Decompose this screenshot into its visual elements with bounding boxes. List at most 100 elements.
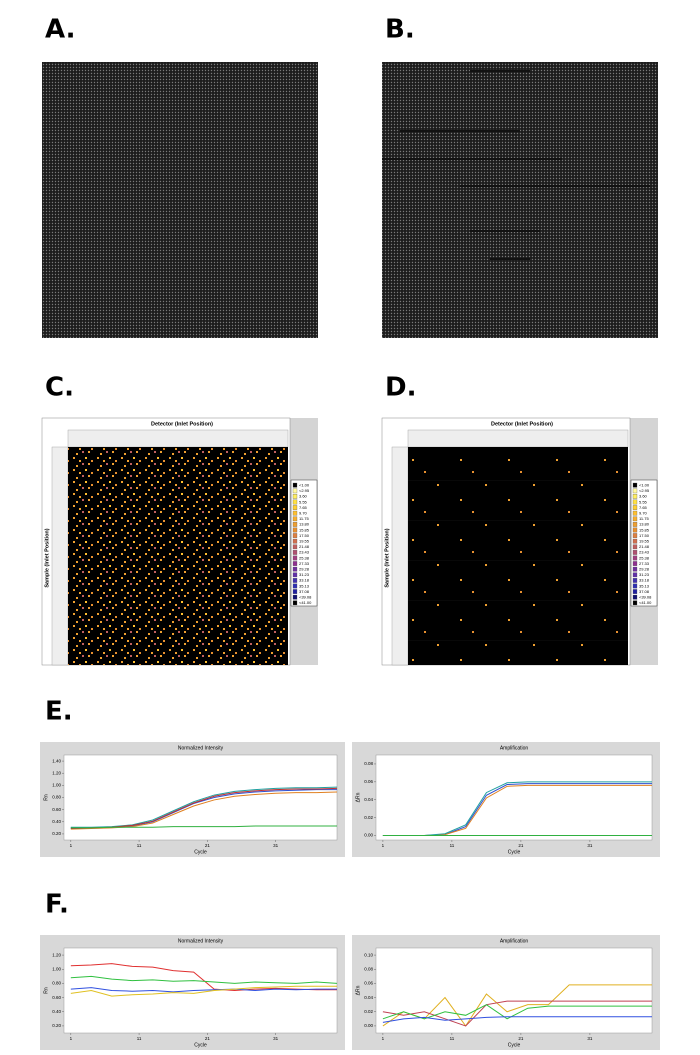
legend-label: 35.13 bbox=[299, 583, 310, 588]
legend-label: 21.48 bbox=[299, 544, 310, 549]
legend-label: 15.85 bbox=[639, 527, 650, 532]
legend-label: 29.28 bbox=[639, 566, 650, 571]
y-tick-label: 0.06 bbox=[364, 779, 373, 784]
x-axis-label: Cycle bbox=[508, 1042, 521, 1048]
x-tick-label: 11 bbox=[137, 1036, 142, 1041]
legend-label: 7.65 bbox=[299, 505, 308, 510]
x-tick-label: 31 bbox=[587, 1036, 593, 1041]
legend-label: 3.60 bbox=[639, 494, 648, 499]
y-tick-label: 0.60 bbox=[52, 995, 61, 1000]
panel-label: D. bbox=[385, 373, 416, 403]
legend-swatch bbox=[292, 555, 298, 561]
legend-swatch bbox=[292, 494, 298, 499]
legend-swatch bbox=[292, 583, 298, 589]
y-tick-label: 0.04 bbox=[364, 995, 373, 1000]
x-tick-label: 31 bbox=[273, 843, 279, 848]
plot-area bbox=[375, 754, 653, 841]
legend-label: 37.08 bbox=[639, 589, 650, 594]
legend-label: 23.43 bbox=[639, 550, 650, 555]
panel-label: E. bbox=[45, 697, 73, 727]
legend-label: 13.80 bbox=[299, 522, 310, 527]
legend-label: <41.00 bbox=[299, 600, 312, 605]
legend-swatch bbox=[292, 538, 298, 544]
plot-area bbox=[375, 947, 653, 1034]
legend-swatch bbox=[292, 600, 298, 606]
legend-label: 11.75 bbox=[639, 516, 649, 521]
legend-swatch bbox=[632, 527, 638, 533]
legend-label: <2.95 bbox=[299, 488, 310, 493]
legend-swatch bbox=[632, 566, 638, 572]
x-tick-label: 11 bbox=[137, 843, 142, 848]
chart-title: Normalized Intensity bbox=[178, 938, 224, 944]
legend-label: 37.08 bbox=[299, 589, 310, 594]
legend-label: 33.18 bbox=[299, 578, 310, 583]
legend-swatch bbox=[292, 522, 298, 527]
legend-swatch bbox=[292, 544, 298, 550]
legend-swatch bbox=[632, 533, 638, 538]
series-line bbox=[70, 987, 337, 993]
legend-swatch bbox=[632, 589, 638, 594]
array-image bbox=[42, 62, 318, 338]
y-tick-label: 0.02 bbox=[364, 1009, 373, 1014]
legend-label: 27.33 bbox=[639, 561, 650, 566]
y-tick-label: 0.10 bbox=[364, 952, 373, 957]
chart-title: Amplification bbox=[500, 938, 529, 944]
y-tick-label: 0.00 bbox=[364, 833, 373, 838]
y-tick-label: 0.40 bbox=[52, 819, 61, 824]
array-streaks bbox=[382, 70, 650, 260]
y-tick-label: 0.20 bbox=[52, 1023, 61, 1028]
legend-swatch bbox=[292, 488, 298, 494]
row-header bbox=[391, 446, 409, 666]
legend-label: 3.60 bbox=[299, 494, 308, 499]
legend-swatch bbox=[292, 561, 298, 566]
legend-label: 9.70 bbox=[299, 510, 308, 515]
x-tick-label: 11 bbox=[450, 1036, 455, 1041]
legend-label: <39.08 bbox=[299, 594, 312, 599]
x-axis-label: Cycle bbox=[508, 849, 521, 855]
column-header bbox=[67, 429, 289, 448]
series-line bbox=[70, 825, 337, 829]
legend-swatch bbox=[632, 538, 638, 544]
heatmap-y-title: Sample (Inlet Position) bbox=[44, 528, 50, 587]
y-tick-label: 1.20 bbox=[52, 952, 61, 957]
chart-title: Normalized Intensity bbox=[178, 745, 224, 751]
heatmap-cells bbox=[68, 447, 288, 665]
panel-label: A. bbox=[45, 15, 75, 45]
y-tick-label: 0.08 bbox=[364, 761, 373, 766]
heatmap-x-title: Detector (Inlet Position) bbox=[491, 421, 553, 427]
x-tick-label: 1 bbox=[70, 1036, 73, 1041]
legend-label: <2.95 bbox=[639, 488, 650, 493]
legend-swatch bbox=[632, 544, 638, 550]
x-axis-label: Cycle bbox=[194, 849, 207, 855]
legend-label: <39.08 bbox=[639, 594, 652, 599]
legend-label: 15.85 bbox=[299, 527, 310, 532]
legend-label: 27.33 bbox=[299, 561, 310, 566]
column-header bbox=[407, 429, 629, 448]
legend-label: <1.00 bbox=[299, 482, 310, 487]
legend-label: 17.50 bbox=[639, 533, 650, 538]
x-tick-label: 11 bbox=[450, 843, 455, 848]
y-tick-label: 0.60 bbox=[52, 807, 61, 812]
legend-swatch bbox=[632, 499, 638, 505]
legend-swatch bbox=[292, 499, 298, 505]
y-tick-label: 0.40 bbox=[52, 1009, 61, 1014]
legend-label: 31.23 bbox=[639, 572, 650, 577]
chart-title: Amplification bbox=[500, 745, 529, 751]
y-axis-label: Rn bbox=[43, 987, 49, 994]
legend-swatch bbox=[292, 505, 298, 510]
x-tick-label: 31 bbox=[273, 1036, 279, 1041]
legend-swatch bbox=[632, 594, 638, 600]
legend-swatch bbox=[632, 510, 638, 516]
legend-label: 11.75 bbox=[299, 516, 309, 521]
legend-swatch bbox=[292, 589, 298, 594]
legend-label: 5.55 bbox=[299, 499, 308, 504]
series-line bbox=[382, 984, 652, 1027]
legend-swatch bbox=[632, 561, 638, 566]
legend-swatch bbox=[632, 578, 638, 583]
y-tick-label: 0.80 bbox=[52, 981, 61, 986]
legend-label: 31.23 bbox=[299, 572, 310, 577]
series-line bbox=[70, 786, 338, 828]
legend-swatch bbox=[632, 550, 638, 555]
legend-swatch bbox=[632, 572, 638, 578]
